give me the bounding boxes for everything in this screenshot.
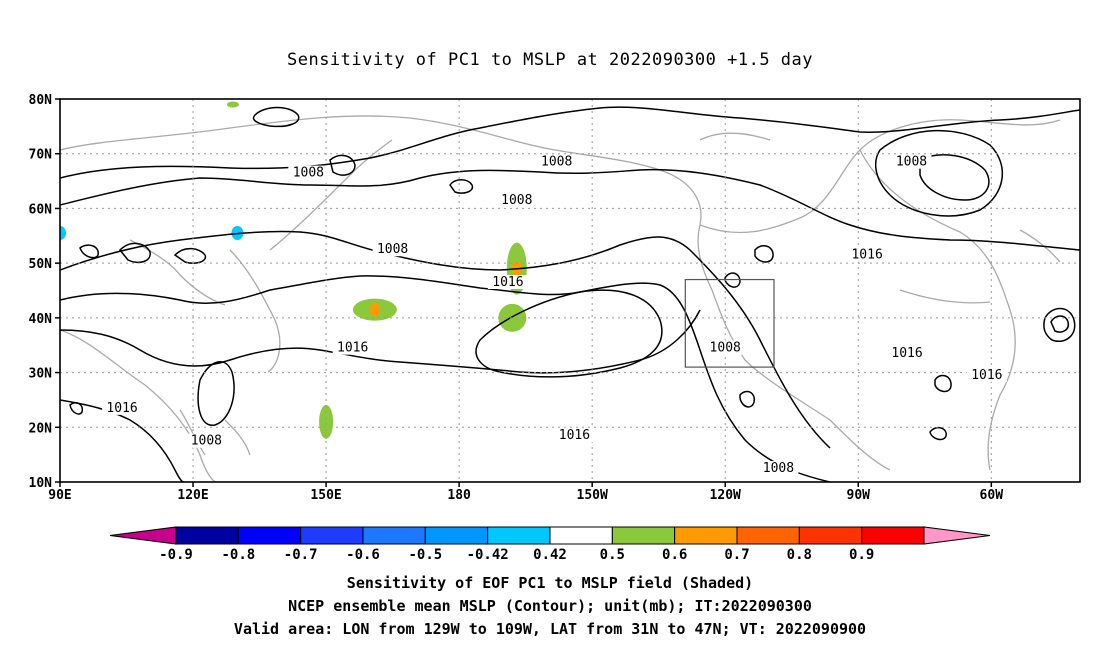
- lon-tick-label: 150W: [577, 488, 608, 503]
- sensitivity-shade: [319, 404, 334, 439]
- colorbar-label: -0.9: [159, 547, 193, 563]
- lon-tick-label: 90W: [847, 488, 871, 503]
- colorbar-label: 0.6: [662, 547, 687, 563]
- colorbar-segment: [487, 526, 551, 545]
- lon-tick-label: 60W: [980, 488, 1004, 503]
- colorbar-segment: [300, 526, 364, 545]
- colorbar-segment: [798, 526, 863, 545]
- colorbar-label: -0.42: [467, 547, 509, 563]
- caption-shaded: Sensitivity of EOF PC1 to MSLP field (Sh…: [346, 574, 754, 592]
- map-grid: [60, 99, 1080, 482]
- contour-label-bg: [186, 433, 227, 448]
- lon-tick-label: 120W: [710, 488, 741, 503]
- latitude-axis: 80N 70N 60N 50N 40N 30N 20N 10N: [29, 93, 60, 491]
- contour-label-bg: [536, 154, 577, 169]
- colorbar-segment: [549, 526, 613, 545]
- sensitivity-shade: [498, 303, 527, 332]
- contour-label: 1016: [851, 248, 882, 263]
- map-frame: [59, 98, 1081, 483]
- lat-tick-label: 70N: [29, 148, 53, 163]
- lat-tick-label: 50N: [29, 257, 53, 272]
- contour-label: 1016: [971, 368, 1002, 383]
- contour-label: 1008: [191, 434, 222, 449]
- contour-label-bg: [372, 242, 413, 257]
- sensitivity-shade: [369, 302, 380, 317]
- colorbar-label: 0.8: [787, 547, 812, 563]
- valid-area-box: [684, 278, 775, 368]
- colorbar-segment: [861, 526, 925, 545]
- lon-tick-label: 120E: [177, 488, 208, 503]
- sensitivity-shade: [226, 101, 239, 108]
- lat-tick-label: 40N: [29, 312, 53, 327]
- contour-label-bg: [758, 461, 799, 476]
- lat-tick-label: 80N: [29, 93, 53, 108]
- colorbar-label: 0.5: [600, 547, 625, 563]
- contour-label-bg: [966, 368, 1007, 383]
- contour-label: 1008: [763, 461, 794, 476]
- colorbar-segment: [611, 526, 676, 545]
- colorbar-label: 0.42: [533, 547, 567, 563]
- colorbar-high-triangle: [923, 526, 991, 545]
- colorbar-label: 0.7: [724, 547, 749, 563]
- contour-label: 1008: [501, 193, 532, 208]
- contour-label-bg: [705, 340, 746, 355]
- lon-tick-label: 150E: [310, 488, 341, 503]
- lat-tick-label: 10N: [29, 476, 53, 491]
- contour-label: 1016: [337, 341, 368, 356]
- contour-label-bg: [891, 154, 932, 169]
- contour-label: 1016: [106, 401, 137, 416]
- colorbar-segment: [674, 526, 738, 545]
- longitude-axis: 90E 120E 150E 180 150W 120W 90W 60W: [48, 482, 1003, 503]
- lon-tick-label: 90E: [48, 488, 71, 503]
- colorbar: -0.9 -0.8 -0.7 -0.6 -0.5 -0.42 0.42 0.5 0.6 0.7 0.…: [109, 526, 991, 563]
- colorbar-label: -0.7: [284, 547, 318, 563]
- colorbar-label: 0.9: [849, 547, 874, 563]
- contour-label-bg: [332, 340, 373, 355]
- caption-valid-area: Valid area: LON from 129W to 109W, LAT f…: [233, 620, 867, 638]
- contour-label: 1008: [293, 166, 324, 181]
- caption-contour: NCEP ensemble mean MSLP (Contour); unit(…: [288, 597, 812, 615]
- contour-label: 1008: [896, 155, 927, 170]
- contour-label: 1016: [559, 428, 590, 443]
- colorbar-label: -0.6: [346, 547, 380, 563]
- colorbar-label: -0.8: [221, 547, 255, 563]
- contour-label-bg: [887, 346, 928, 361]
- contour-label-bg: [554, 428, 595, 443]
- contour-label: 1008: [377, 242, 408, 257]
- sensitivity-shade: [60, 226, 66, 241]
- colorbar-segment: [362, 526, 426, 545]
- contour-label-bg: [102, 400, 143, 415]
- contour-label: 1008: [710, 341, 741, 356]
- colorbar-segment: [237, 526, 302, 545]
- mslp-contours: [60, 106, 1080, 482]
- contour-label-bg: [288, 165, 329, 180]
- colorbar-segment: [736, 526, 800, 545]
- contour-label-bg: [496, 192, 537, 207]
- colorbar-label: -0.5: [408, 547, 442, 563]
- contour-label-bg: [487, 275, 528, 290]
- colorbar-low-triangle: [109, 526, 177, 545]
- sensitivity-shading: [60, 101, 527, 439]
- contour-label-bg: [847, 247, 888, 262]
- lat-tick-label: 30N: [29, 367, 53, 382]
- contour-label: 1016: [891, 346, 922, 361]
- contour-labels: 1008 1008 1008 1008 1008 1016 1016 1016 1016 1008…: [102, 154, 1007, 476]
- contour-label: 1016: [492, 275, 523, 290]
- colorbar-segment: [175, 526, 239, 545]
- lat-tick-label: 60N: [29, 202, 53, 217]
- contour-label: 1008: [541, 155, 572, 170]
- colorbar-segment: [424, 526, 489, 545]
- lat-tick-label: 20N: [29, 421, 53, 436]
- map-title: Sensitivity of PC1 to MSLP at 2022090300…: [286, 50, 813, 70]
- coastlines: [60, 115, 1061, 482]
- lon-tick-label: 180: [447, 488, 471, 503]
